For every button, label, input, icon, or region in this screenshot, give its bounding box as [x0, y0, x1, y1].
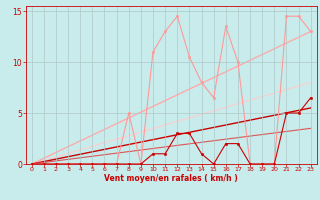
X-axis label: Vent moyen/en rafales ( km/h ): Vent moyen/en rafales ( km/h ) [104, 174, 238, 183]
